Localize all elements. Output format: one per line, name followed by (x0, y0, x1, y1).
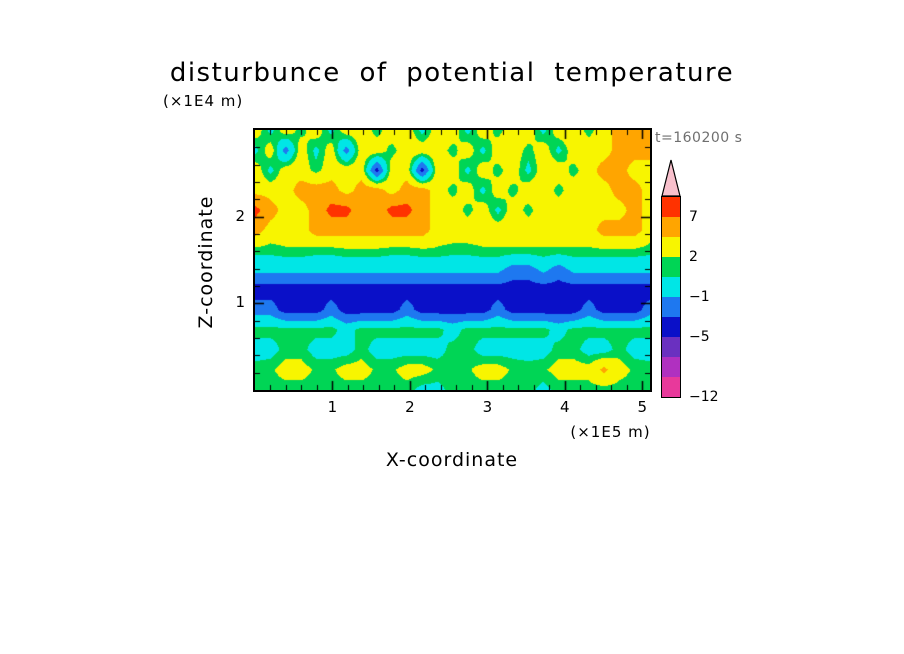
colorbar-arrow-icon (661, 159, 681, 197)
plot-title: disturbunce of potential temperature (169, 58, 735, 88)
z-axis-unit: (×1E4 m) (163, 92, 244, 110)
z-axis-label: Z-coordinate (195, 195, 217, 329)
colorbar-segment (662, 377, 680, 397)
colorbar-segment (662, 297, 680, 317)
colorbar-segment (662, 237, 680, 257)
colorbar-tick-label: −1 (689, 289, 710, 305)
z-tick-label: 1 (235, 293, 245, 312)
x-tick-label: 2 (405, 398, 415, 416)
colorbar-tick-label: 7 (689, 209, 698, 225)
colorbar-segment (662, 197, 680, 217)
colorbar-tick-label: −5 (689, 329, 710, 345)
colorbar-segment (662, 337, 680, 357)
colorbar (661, 196, 681, 398)
plot-frame (253, 128, 652, 392)
x-tick-label: 5 (637, 398, 648, 416)
x-axis-unit: (×1E5 m) (570, 423, 651, 441)
colorbar-segment (662, 277, 680, 297)
colorbar-segment (662, 217, 680, 237)
colorbar-segment (662, 317, 680, 337)
x-axis-label: X-coordinate (385, 449, 519, 471)
colorbar-tick-label: 2 (689, 249, 698, 265)
z-tick-label: 2 (235, 206, 245, 225)
x-tick-label: 3 (482, 398, 493, 416)
x-tick-label: 1 (327, 398, 338, 416)
time-label: t=160200 s (655, 130, 743, 146)
colorbar-segment (662, 357, 680, 377)
colorbar-segment (662, 257, 680, 277)
heatmap-canvas (255, 130, 650, 390)
x-tick-label: 4 (560, 398, 570, 416)
colorbar-tick-label: −12 (689, 389, 719, 405)
